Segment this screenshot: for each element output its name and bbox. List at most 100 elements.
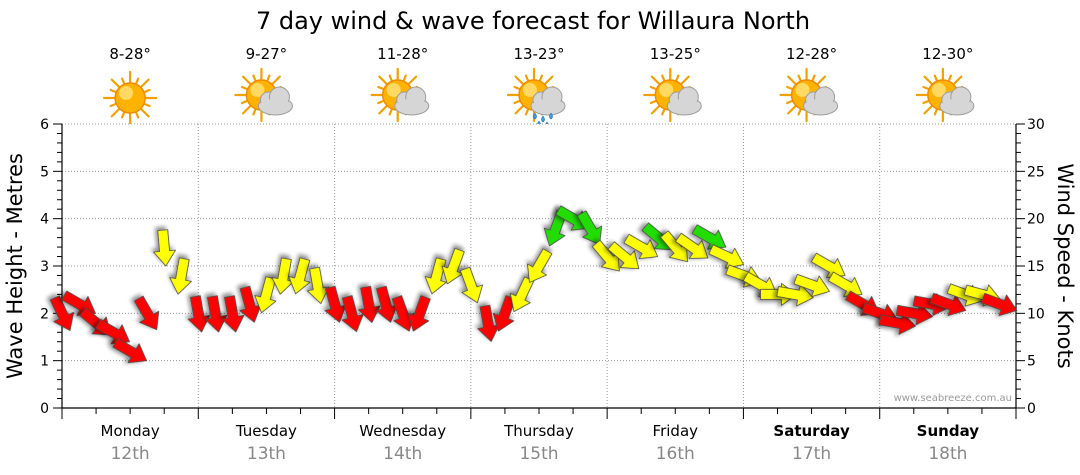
sun-ray <box>933 74 939 83</box>
right-tick-label: 0 <box>1027 401 1036 417</box>
wind-arrow <box>95 319 130 345</box>
credit-text: www.seabreeze.com.au <box>894 393 1012 404</box>
sun-ray <box>270 75 281 86</box>
temperature-label: 13-25° <box>650 45 701 63</box>
weather-icons <box>103 67 975 129</box>
sun-ray <box>121 77 126 86</box>
day-temperatures: 8-28° 9-27° 11-28° 13-23° 13-25° 12-28° 12-30° <box>109 45 973 63</box>
sun-ray <box>377 85 385 91</box>
sun-ray <box>514 104 525 115</box>
sun-ray <box>252 107 257 116</box>
rain-drop <box>541 115 545 123</box>
day-date-label: 18th <box>928 444 967 464</box>
wind-arrow <box>254 276 277 314</box>
left-tick-label: 6 <box>40 117 49 133</box>
y2-axis-label: Wind Speed - Knots <box>1053 163 1077 368</box>
sun-ray <box>109 102 118 108</box>
left-tick-label: 4 <box>40 212 49 228</box>
sun-ray <box>134 77 140 86</box>
day-name-label: Thursday <box>503 422 574 440</box>
sun-ray <box>109 88 118 94</box>
sun-ray <box>650 104 661 115</box>
wind-arrow <box>133 295 160 331</box>
sun-highlight <box>119 86 134 100</box>
day-name-label: Sunday <box>917 422 980 440</box>
sun-ray <box>377 99 385 105</box>
sun-ray <box>679 75 690 86</box>
wind-arrow <box>459 266 484 304</box>
sun-ray <box>787 104 798 115</box>
sun-ray <box>241 104 252 115</box>
wind-arrow <box>169 257 192 295</box>
sun-ray <box>139 107 150 118</box>
sun-ray <box>378 75 389 86</box>
day-name-label: Tuesday <box>235 422 297 440</box>
sun-ray <box>241 75 252 86</box>
right-tick-label: 10 <box>1027 306 1045 322</box>
cloud-fill <box>532 99 564 113</box>
wind-arrow <box>980 292 1018 317</box>
sun-ray <box>661 107 666 116</box>
left-tick-label: 0 <box>40 401 49 417</box>
left-tick-label: 1 <box>40 354 49 370</box>
sun-ray <box>543 75 554 86</box>
wind-arrow <box>793 273 830 298</box>
day-name-label: Wednesday <box>359 422 446 440</box>
sun-ray <box>252 74 257 83</box>
sun-ray <box>923 104 934 115</box>
wind-arrow <box>187 295 211 333</box>
sun-ray <box>922 85 931 91</box>
sun-ray <box>952 75 963 86</box>
sun-ray <box>674 74 680 83</box>
sun-ray <box>922 99 931 105</box>
cloud-shape <box>666 86 702 116</box>
bottom-axis-ticks <box>61 408 1017 419</box>
wind-arrow <box>221 295 245 333</box>
right-tick-label: 30 <box>1027 117 1045 133</box>
day-name-label: Saturday <box>773 422 850 440</box>
sun-ray <box>816 75 827 86</box>
day-date-label: 14th <box>383 444 422 464</box>
sun-ray <box>266 74 271 83</box>
left-tick-label: 3 <box>40 259 49 275</box>
sun-ray <box>134 110 140 119</box>
right-tick-label: 5 <box>1027 354 1036 370</box>
right-axis-ticks: 0 5 10 15 20 25 30 <box>1016 117 1045 417</box>
sun-ray <box>786 85 794 91</box>
temperature-label: 11-28° <box>377 45 428 63</box>
wind-arrow <box>691 224 727 250</box>
temperature-label: 12-28° <box>786 45 837 63</box>
wind-arrow <box>576 210 603 245</box>
sun-cloud-icon <box>779 67 839 123</box>
temperature-label: 13-23° <box>513 45 564 63</box>
rain-drop <box>533 112 537 120</box>
wind-arrow <box>391 295 415 332</box>
sun-ray <box>513 85 522 91</box>
rain-drop <box>549 112 553 120</box>
wind-arrow <box>306 266 330 305</box>
wind-arrow <box>49 295 75 331</box>
day-date-label: 12th <box>111 444 150 464</box>
right-tick-label: 15 <box>1027 259 1045 275</box>
sun-ray <box>142 102 151 108</box>
sun-ray <box>142 88 151 94</box>
cloud-shape <box>939 86 975 116</box>
wind-arrow <box>204 295 228 333</box>
right-tick-label: 20 <box>1027 212 1045 228</box>
sun-ray <box>240 99 249 105</box>
wind-arrow <box>358 285 381 324</box>
sun-ray <box>240 85 249 91</box>
cloud-fill <box>804 99 837 113</box>
sun-ray <box>649 99 658 105</box>
sun-ray <box>378 104 389 115</box>
temperature-label: 12-30° <box>922 45 973 63</box>
sun-ray <box>649 85 658 91</box>
cloud-fill <box>259 99 292 113</box>
right-tick-label: 25 <box>1027 164 1045 180</box>
cloud-shape <box>803 86 839 116</box>
sun-cloud-icon <box>234 67 293 123</box>
cloud-fill <box>668 99 701 113</box>
sun-cloud-icon <box>643 67 702 123</box>
wind-arrows <box>49 205 1018 364</box>
sun-ray <box>514 75 525 86</box>
